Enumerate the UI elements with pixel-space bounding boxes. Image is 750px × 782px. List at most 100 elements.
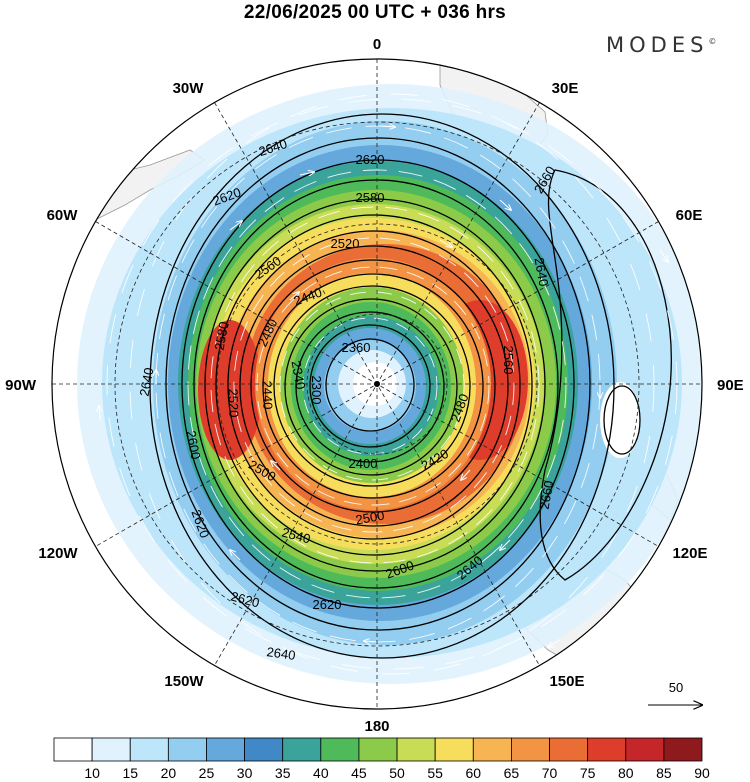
arrow-3 (364, 641, 379, 642)
contour-label-group: 2340 (289, 359, 309, 390)
lon-label-60w: 60W (47, 207, 79, 224)
plot-area: 2640 2620 2580 2520 2440 2360 2660 2640 2620 2580… (52, 59, 702, 709)
arrow-6 (499, 199, 511, 210)
contour-label: 2520 (331, 236, 360, 251)
colorbar-swatch (472, 737, 512, 762)
colorbar-tick-label: 30 (237, 765, 253, 781)
streamline-5 (256, 266, 490, 506)
colorbar-swatch (282, 737, 322, 762)
lon-label-120e: 120E (672, 545, 707, 562)
contour-2640-outer (149, 113, 615, 659)
brand-mark: © (708, 37, 717, 46)
colorbar-swatch (320, 737, 360, 762)
contour-label-group: 2540 (280, 525, 312, 547)
wind-reference-value: 50 (669, 680, 683, 695)
colorbar-tick-label: 10 (84, 765, 100, 781)
colorbar-swatch (244, 737, 284, 762)
contour-label: 2580 (212, 320, 232, 351)
contour-label: 2360 (342, 340, 371, 355)
colorbar-swatch (91, 737, 131, 762)
contour-label-group: 2640 (266, 644, 297, 663)
colorbar: 10 15 20 25 30 35 40 45 50 55 60 65 70 75 80 85 90 (53, 737, 710, 781)
contour-label-group: 2620 (313, 597, 342, 612)
lon-label-180: 180 (364, 718, 389, 735)
contour-label-group: 2360 (342, 340, 371, 355)
lon-label-60e: 60E (676, 207, 703, 224)
contour-2500 (239, 245, 509, 527)
contour-label: 2620 (313, 597, 342, 612)
colorbar-swatch (206, 737, 245, 762)
lon-label-90e: 90E (717, 377, 744, 394)
colorbar-tick-label: 35 (275, 765, 291, 781)
arrow-5 (299, 172, 314, 175)
arrow-16 (548, 639, 561, 647)
contour-label-group: 2600 (184, 429, 204, 460)
streamline-3 (210, 206, 540, 564)
contour-label: 2520 (225, 388, 241, 417)
contour-label: 2640 (137, 366, 157, 397)
colorbar-swatch (396, 737, 436, 762)
colorbar-tick-label: 60 (466, 765, 482, 781)
lon-label-0: 0 (373, 36, 381, 53)
contour-2380 (309, 324, 431, 448)
arrow-14 (659, 249, 668, 262)
contour-label-group: 2620 (229, 589, 261, 611)
contour-label-group: 2440 (259, 380, 275, 409)
colorbar-tick-label: 80 (618, 765, 634, 781)
contour-label: 2440 (259, 380, 275, 409)
colorbar-tick-label: 20 (161, 765, 177, 781)
colorbar-tick-label: 25 (199, 765, 215, 781)
shade-80-west (198, 320, 262, 460)
contour-label-group: 2640 (137, 366, 157, 397)
colorbar-swatch (549, 737, 589, 762)
streamline-arrows (99, 126, 668, 647)
colorbar-tick-label: 65 (504, 765, 520, 781)
colorbar-tick-label: 15 (122, 765, 138, 781)
wind-reference-key: 50 (648, 680, 702, 705)
brand-name: MODES (606, 33, 709, 57)
colorbar-swatch (358, 737, 398, 762)
streamline-6 (279, 291, 465, 481)
contour-2400 (295, 311, 445, 463)
colorbar-swatch (587, 737, 627, 762)
chart-title: 22/06/2025 00 UTC + 036 hrs (243, 2, 507, 23)
streamline-7 (302, 317, 438, 455)
lon-label-30w: 30W (173, 80, 205, 97)
lon-label-150w: 150W (164, 673, 204, 690)
arrow-11 (461, 469, 471, 480)
contour-label-group: 2580 (356, 190, 385, 205)
contour-labels: 2640 2620 2580 2520 2440 2360 2660 2640 2620 2580… (137, 136, 559, 663)
contour-label-group: 2660 (537, 479, 557, 510)
colorbar-tick-label: 75 (580, 765, 596, 781)
map-boundary (51, 58, 703, 710)
colorbar-swatch (434, 737, 474, 762)
arrow-13 (289, 292, 299, 301)
lon-label-30e: 30E (552, 80, 579, 97)
colorbar-swatch (663, 737, 703, 762)
contour-label: 2620 (356, 152, 385, 167)
arrow-7 (500, 539, 511, 550)
streamline-4 (233, 237, 515, 533)
contour-label-group: 2500 (354, 508, 385, 528)
contour-2480 (250, 259, 496, 513)
contour-label-group: 2560 (501, 346, 516, 375)
contour-label: 2660 (537, 479, 557, 510)
contour-label-group: 2580 (212, 320, 232, 351)
colorbar-tick-label: 70 (542, 765, 558, 781)
contour-label: 2540 (280, 525, 312, 547)
colorbar-swatch (129, 737, 169, 762)
contour-2460 (262, 273, 484, 499)
contour-label: 2340 (289, 359, 309, 390)
contour-label: 2620 (229, 589, 261, 611)
brand-logo: MODES© (606, 33, 716, 57)
colorbar-swatch (625, 737, 665, 762)
contour-2560 (204, 198, 546, 572)
colorbar-tick-label: 55 (427, 765, 443, 781)
colorbar-swatch (53, 737, 93, 762)
contour-label-group: 2400 (349, 456, 378, 471)
contour-label-group: 2620 (356, 152, 385, 167)
colorbar-swatch (511, 737, 550, 762)
contour-label: 2500 (354, 508, 385, 528)
lon-label-120w: 120W (38, 545, 78, 562)
